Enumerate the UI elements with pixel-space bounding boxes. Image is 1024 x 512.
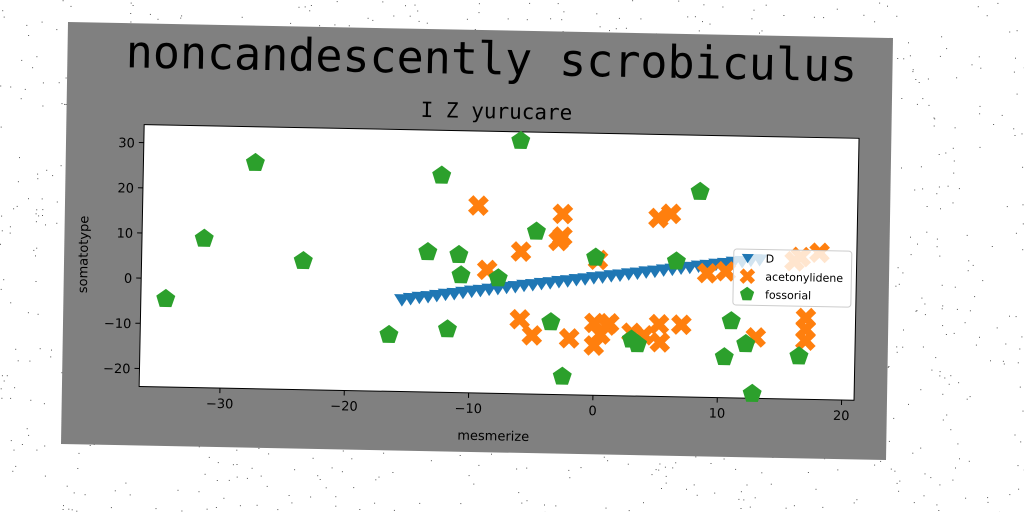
data-point	[628, 334, 648, 353]
data-point	[794, 330, 816, 352]
data-point	[696, 262, 718, 284]
data-point	[418, 242, 438, 261]
data-point	[666, 251, 686, 270]
data-point	[721, 311, 741, 330]
data-point	[558, 327, 580, 349]
data-point	[715, 260, 737, 282]
data-point	[293, 250, 313, 270]
data-point	[742, 383, 762, 403]
series-fossorial	[156, 130, 809, 403]
data-point	[660, 203, 682, 225]
data-point	[736, 333, 756, 353]
data-point	[379, 324, 399, 344]
data-point	[510, 241, 532, 262]
data-point	[156, 288, 176, 308]
data-point	[509, 308, 531, 330]
data-point	[552, 366, 572, 385]
data-point	[648, 207, 669, 229]
legend-marker-acetonylidene	[739, 268, 756, 285]
axis-ticks: −30 −20 −10 0 10 20 −20 −10 0 10 20 30	[103, 136, 850, 424]
data-point	[690, 181, 710, 200]
data-point	[552, 203, 574, 225]
legend-box	[732, 248, 853, 308]
y-tick-label: −10	[104, 317, 132, 333]
x-tick-label: −30	[206, 397, 234, 413]
data-point	[541, 312, 561, 331]
data-point	[194, 228, 214, 247]
data-point	[789, 346, 809, 365]
y-tick-label: 20	[117, 181, 134, 196]
data-point	[449, 244, 469, 264]
y-tick-label: −20	[103, 362, 131, 378]
data-point	[649, 331, 671, 353]
data-point	[648, 313, 670, 335]
data-point	[670, 314, 692, 336]
y-tick-label: 0	[124, 272, 133, 287]
legend-label: D	[766, 253, 775, 266]
data-point	[488, 268, 508, 287]
x-tick-label: 0	[588, 404, 597, 419]
data-point	[714, 347, 734, 366]
x-axis-label: mesmerize	[457, 429, 529, 445]
data-point	[586, 247, 606, 266]
data-point	[511, 130, 531, 150]
x-tick-label: −10	[454, 402, 482, 418]
data-points	[156, 130, 830, 403]
data-point	[245, 152, 265, 172]
data-point	[521, 324, 543, 346]
data-point	[526, 221, 546, 240]
data-point	[598, 312, 620, 334]
data-point	[551, 226, 573, 247]
data-point	[451, 265, 471, 284]
data-point	[467, 195, 489, 216]
data-point	[437, 319, 457, 338]
legend-marker-fossorial	[739, 286, 755, 301]
legend-marker-d	[741, 253, 754, 264]
data-point	[432, 165, 452, 184]
y-tick-label: 30	[118, 136, 135, 151]
x-tick-label: −20	[330, 399, 358, 415]
chart-subtitle: I Z yurucare	[420, 98, 572, 125]
x-tick-label: 20	[833, 409, 850, 424]
legend-label: fossorial	[765, 289, 811, 303]
x-tick-label: 10	[709, 406, 726, 421]
y-axis-label: somatotype	[76, 216, 92, 294]
legend-label: acetonylidene	[765, 271, 843, 285]
y-tick-label: 10	[116, 226, 133, 241]
